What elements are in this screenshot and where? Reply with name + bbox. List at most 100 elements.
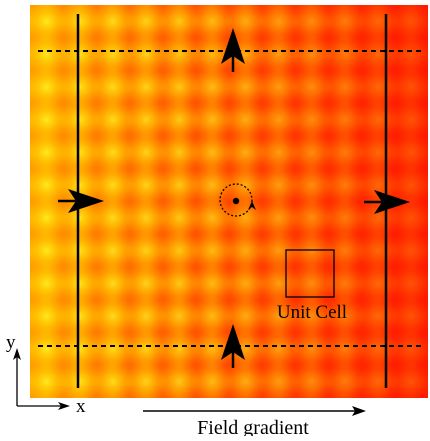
lattice-maximum xyxy=(346,154,377,184)
lattice-maximum xyxy=(30,252,45,282)
lattice-maximum xyxy=(313,121,344,151)
lattice-maximum xyxy=(81,350,112,380)
lattice-maximum xyxy=(346,23,377,53)
lattice-maximum xyxy=(247,154,278,184)
lattice-maximum xyxy=(413,154,428,184)
lattice-maximum xyxy=(147,23,178,53)
lattice-maximum xyxy=(147,121,178,151)
orbit-arrowhead xyxy=(248,201,256,210)
lattice-maximum xyxy=(413,285,428,315)
left-right-arrow xyxy=(58,189,104,213)
lattice-maximum xyxy=(180,317,211,348)
lattice-maximum xyxy=(147,55,178,86)
lattice-maximum xyxy=(30,350,45,380)
lattice-maximum xyxy=(280,154,311,184)
lattice-maximum xyxy=(48,55,79,86)
lattice-maximum xyxy=(147,383,178,398)
lattice-maximum xyxy=(379,383,410,398)
lattice-maximum xyxy=(413,88,428,118)
lattice-maximum xyxy=(114,383,145,398)
lattice-maximum xyxy=(147,252,178,282)
lattice-maximum xyxy=(280,121,311,151)
lattice-maximum xyxy=(81,55,112,86)
lattice-maximum xyxy=(346,252,377,282)
lattice-maximum xyxy=(346,317,377,348)
lattice-maximum xyxy=(30,317,45,348)
lattice-maximum xyxy=(214,154,244,184)
lattice-maximum xyxy=(180,121,211,151)
lattice-maximum xyxy=(30,383,45,398)
lattice-maximum xyxy=(413,55,428,86)
lattice-maximum xyxy=(313,23,344,53)
lattice-maximum xyxy=(214,219,244,249)
lattice-maximum xyxy=(114,285,145,315)
lattice-maximum xyxy=(247,55,278,86)
lattice-maximum xyxy=(81,121,112,151)
bottom-up-arrow xyxy=(221,324,245,368)
lattice-maximum xyxy=(280,186,311,217)
lattice-maximum xyxy=(114,154,145,184)
lattice-maximum xyxy=(147,5,178,20)
lattice-maximum xyxy=(214,186,244,217)
lattice-maximum xyxy=(313,219,344,249)
lattice-maximum xyxy=(180,350,211,380)
lattice-maximum xyxy=(147,317,178,348)
lattice-maximum xyxy=(413,121,428,151)
lattice-maximum xyxy=(214,350,244,380)
lattice-maximum xyxy=(180,285,211,315)
lattice-maximum xyxy=(214,383,244,398)
lattice-maximum xyxy=(313,350,344,380)
lattice-maximum xyxy=(346,350,377,380)
lattice-maximum xyxy=(48,121,79,151)
lattice-maximum xyxy=(30,154,45,184)
x-axis-label: x xyxy=(76,396,86,417)
lattice-maximum xyxy=(313,55,344,86)
lattice-maximum xyxy=(180,186,211,217)
lattice-maximum xyxy=(346,5,377,20)
lattice-maximum xyxy=(180,23,211,53)
lattice-maximum xyxy=(313,285,344,315)
lattice-maximum xyxy=(379,55,410,86)
lattice-maximum xyxy=(379,252,410,282)
lattice-maximum xyxy=(413,186,428,217)
lattice-maximum xyxy=(81,5,112,20)
lattice-maximum xyxy=(346,55,377,86)
lattice-maximum xyxy=(114,121,145,151)
lattice-maximum xyxy=(214,285,244,315)
lattice-maximum xyxy=(180,219,211,249)
lattice-maximum xyxy=(280,317,311,348)
lattice-maximum xyxy=(247,285,278,315)
lattice-maximum xyxy=(379,350,410,380)
lattice-maximum xyxy=(48,383,79,398)
lattice-maximum xyxy=(346,88,377,119)
lattice-maximum xyxy=(147,88,178,119)
right-right-arrow xyxy=(364,190,410,214)
lattice-maximum xyxy=(247,252,278,282)
lattice-maximum xyxy=(379,23,410,53)
lattice-maximum xyxy=(313,154,344,184)
lattice-maximum xyxy=(280,252,311,282)
lattice-maximum xyxy=(114,219,145,249)
lattice-maximum xyxy=(346,121,377,151)
lattice-maximum xyxy=(81,383,112,398)
lattice-maximum xyxy=(346,219,377,249)
lattice-maximum xyxy=(147,285,178,315)
lattice-maximum xyxy=(280,285,311,315)
lattice-maximum xyxy=(280,219,311,249)
lattice-maximum xyxy=(30,121,45,151)
lattice-maximum xyxy=(280,383,311,398)
lattice-maximum xyxy=(180,252,211,282)
lattice-maximum xyxy=(147,219,178,249)
lattice-maximum xyxy=(30,23,45,53)
lattice-maximum xyxy=(114,350,145,380)
lattice-maximum xyxy=(313,186,344,217)
lattice-maximum xyxy=(379,5,410,20)
lattice-maximum xyxy=(48,88,79,119)
lattice-maximum xyxy=(247,121,278,151)
lattice-maximum xyxy=(247,219,278,249)
lattice-maximum xyxy=(346,383,377,398)
lattice-maximum xyxy=(247,350,278,380)
lattice-maxima xyxy=(30,5,428,398)
field-gradient-label: Field gradient xyxy=(197,417,309,436)
lattice-maximum xyxy=(413,317,428,348)
